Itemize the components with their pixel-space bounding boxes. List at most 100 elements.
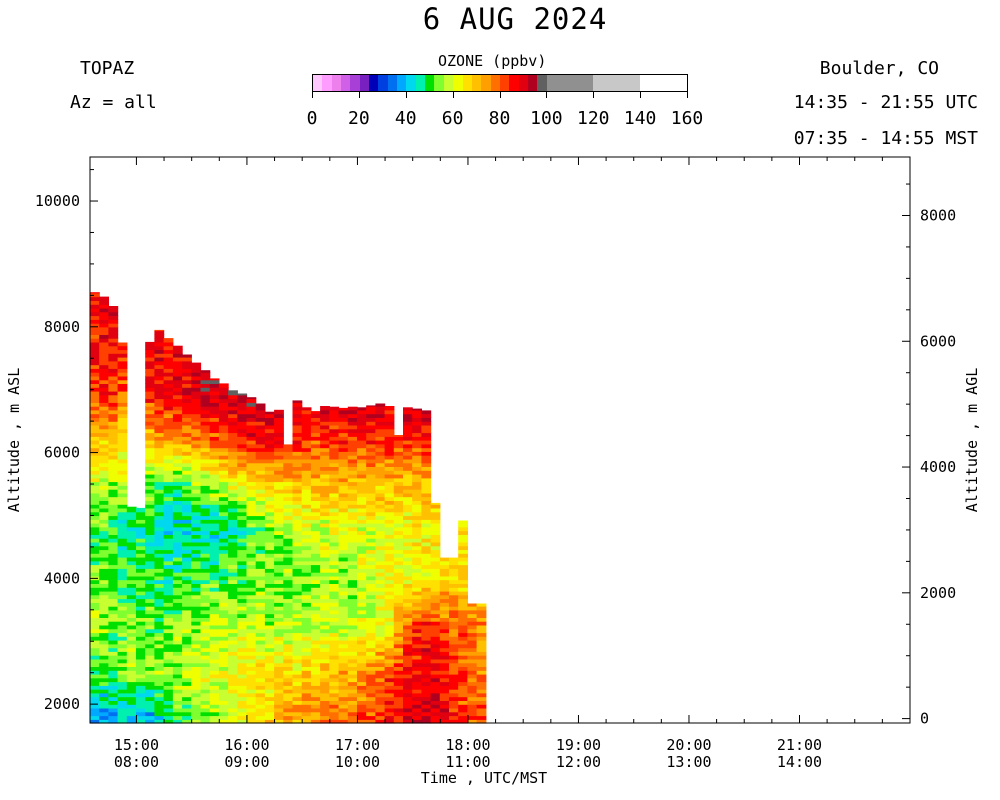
heatmap-cell [329, 662, 340, 667]
heatmap-cell [301, 628, 312, 634]
heatmap-cell [292, 440, 303, 445]
heatmap-cell [430, 590, 441, 596]
heatmap-cell [384, 447, 395, 452]
heatmap-cell [163, 579, 174, 584]
heatmap-cell [182, 519, 192, 524]
heatmap-cell [108, 647, 119, 652]
heatmap-cell [191, 372, 202, 377]
heatmap-cell [172, 643, 183, 649]
heatmap-cell [228, 413, 238, 418]
heatmap-cell [117, 485, 128, 490]
heatmap-cell [403, 436, 413, 441]
heatmap-cell [182, 436, 192, 441]
heatmap-cell [172, 609, 183, 615]
heatmap-cell [237, 685, 248, 690]
heatmap-cell [375, 583, 386, 588]
heatmap-cell [329, 466, 340, 471]
heatmap-cell [117, 500, 128, 505]
heatmap-cell [329, 477, 340, 483]
heatmap-cell [366, 440, 376, 445]
heatmap-cell [218, 624, 229, 630]
heatmap-cell [292, 402, 303, 407]
heatmap-cell [154, 534, 165, 539]
heatmap-cell [421, 455, 432, 460]
heatmap-cell [357, 700, 367, 705]
heatmap-cell [172, 692, 183, 698]
heatmap-cell [108, 519, 119, 524]
heatmap-cell [375, 594, 386, 600]
heatmap-cell [108, 379, 119, 384]
colorbar-swatch [415, 75, 426, 91]
heatmap-cell [218, 598, 229, 603]
heatmap-cell [421, 594, 432, 600]
heatmap-cell [90, 447, 100, 452]
heatmap-cell [108, 545, 119, 551]
heatmap-cell [357, 575, 367, 581]
heatmap-cell [117, 700, 128, 705]
heatmap-cell [172, 353, 183, 358]
heatmap-cell [108, 432, 119, 437]
heatmap-cell [393, 504, 404, 509]
heatmap-cell [154, 617, 165, 622]
heatmap-cell [412, 681, 422, 686]
heatmap-cell [237, 557, 248, 562]
heatmap-cell [200, 489, 211, 494]
x-tick-label-mst: 14:00 [777, 753, 822, 771]
heatmap-cell [209, 424, 220, 430]
heatmap-cell [384, 643, 395, 649]
heatmap-cell [264, 485, 275, 490]
heatmap-cell [182, 719, 192, 724]
heatmap-cell [136, 647, 146, 652]
heatmap-cell [421, 692, 432, 698]
heatmap-cell [117, 632, 128, 637]
heatmap-cell [209, 458, 220, 464]
heatmap-cell [393, 670, 404, 675]
heatmap-cell [283, 681, 294, 686]
heatmap-cell [90, 572, 100, 577]
heatmap-cell [172, 685, 183, 690]
heatmap-cell [458, 655, 468, 660]
heatmap-cell [154, 432, 165, 437]
heatmap-cell [136, 515, 146, 520]
heatmap-cell [172, 553, 183, 558]
heatmap-cell [163, 662, 174, 667]
heatmap-cell [191, 692, 202, 698]
heatmap-cell [191, 598, 202, 603]
heatmap-cell [338, 496, 349, 501]
heatmap-cell [182, 572, 192, 577]
heatmap-cell [209, 632, 220, 637]
colorbar-tick [452, 92, 454, 98]
heatmap-cell [421, 443, 432, 449]
heatmap-cell [172, 417, 183, 422]
heatmap-cell [246, 428, 257, 434]
heatmap-cell [209, 606, 220, 611]
heatmap-cell [145, 375, 155, 381]
heatmap-cell [393, 492, 404, 498]
heatmap-cell [108, 711, 119, 717]
heatmap-cell [366, 489, 376, 494]
heatmap-cell [218, 462, 229, 467]
heatmap-cell [329, 583, 340, 588]
heatmap-cell [117, 602, 128, 607]
heatmap-cell [449, 715, 459, 720]
heatmap-cell [467, 689, 478, 694]
heatmap-cell [200, 572, 211, 577]
heatmap-cell [218, 424, 229, 430]
heatmap-cell [393, 621, 404, 626]
heatmap-cell [439, 583, 450, 588]
heatmap-cell [191, 534, 202, 539]
heatmap-cell [117, 387, 128, 392]
heatmap-cell [200, 421, 211, 426]
heatmap-cell [99, 307, 109, 313]
heatmap-cell [246, 443, 257, 449]
heatmap-cell [320, 647, 330, 652]
heatmap-cell [412, 530, 422, 535]
heatmap-cell [218, 666, 229, 671]
heatmap-cell [329, 409, 340, 415]
heatmap-cell [200, 685, 211, 690]
heatmap-cell [191, 394, 202, 400]
heatmap-cell [449, 662, 459, 667]
heatmap-cell [274, 598, 284, 603]
heatmap-cell [209, 526, 220, 532]
heatmap-cell [366, 477, 376, 483]
